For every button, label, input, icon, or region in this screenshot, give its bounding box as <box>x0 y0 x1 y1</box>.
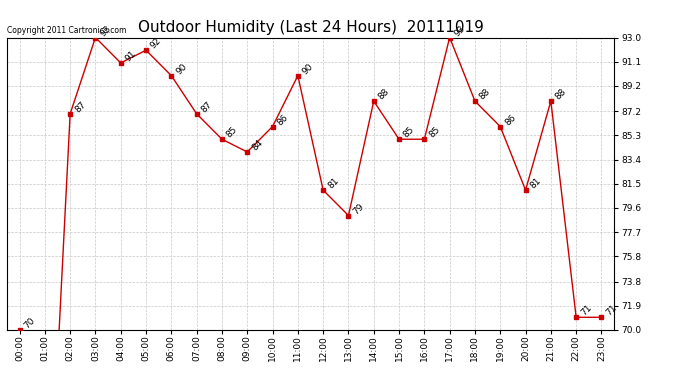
Text: 91: 91 <box>124 49 138 63</box>
Text: 81: 81 <box>529 176 543 191</box>
Text: 88: 88 <box>477 87 492 102</box>
Text: 85: 85 <box>427 125 442 140</box>
Text: 93: 93 <box>98 24 112 38</box>
Text: 92: 92 <box>149 36 164 51</box>
Text: 88: 88 <box>377 87 391 102</box>
Text: 88: 88 <box>553 87 568 102</box>
Text: Copyright 2011 Cartronics.com: Copyright 2011 Cartronics.com <box>7 26 126 34</box>
Text: 70: 70 <box>22 316 37 331</box>
Text: 84: 84 <box>250 138 264 153</box>
Text: 71: 71 <box>604 303 619 318</box>
Text: 71: 71 <box>579 303 593 318</box>
Text: 81: 81 <box>326 176 340 191</box>
Text: 90: 90 <box>174 62 188 76</box>
Text: 90: 90 <box>301 62 315 76</box>
Text: 86: 86 <box>275 112 290 127</box>
Text: 79: 79 <box>351 202 366 216</box>
Text: 86: 86 <box>503 112 518 127</box>
Title: Outdoor Humidity (Last 24 Hours)  20111019: Outdoor Humidity (Last 24 Hours) 2011101… <box>137 20 484 35</box>
Text: 48: 48 <box>0 374 1 375</box>
Text: 87: 87 <box>73 100 88 114</box>
Text: 87: 87 <box>199 100 214 114</box>
Text: 85: 85 <box>402 125 416 140</box>
Text: 93: 93 <box>453 24 467 38</box>
Text: 85: 85 <box>225 125 239 140</box>
